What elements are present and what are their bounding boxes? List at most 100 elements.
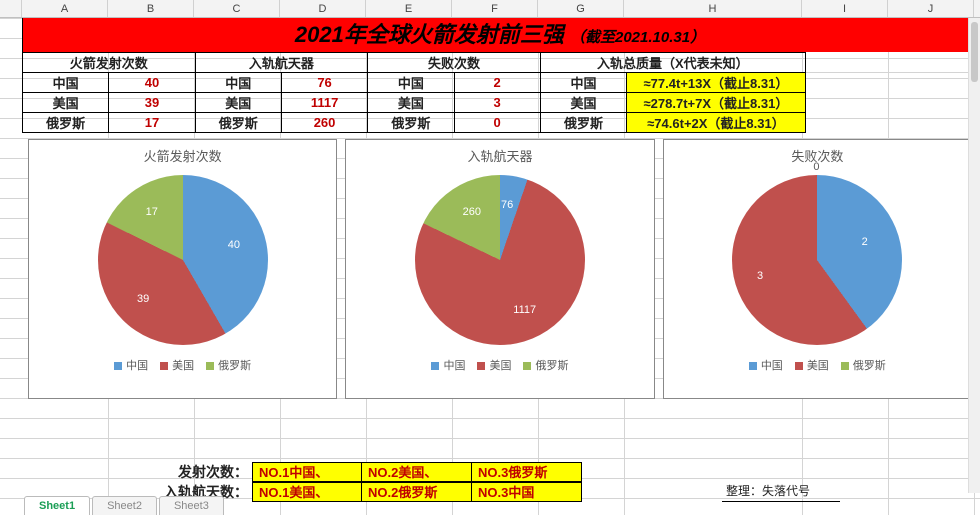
cell-failures[interactable]: 3 xyxy=(454,93,540,113)
cell-country[interactable]: 中国 xyxy=(23,73,109,93)
cell-payloads[interactable]: 76 xyxy=(281,73,367,93)
cell-country[interactable]: 美国 xyxy=(195,93,281,113)
sheet-tab-Sheet3[interactable]: Sheet3 xyxy=(159,496,224,515)
pie-chart: 230 xyxy=(732,175,902,345)
pie-label: 76 xyxy=(501,199,513,211)
col-header-G[interactable]: G xyxy=(538,0,624,17)
legend-swatch xyxy=(431,362,439,370)
hdr-failures[interactable]: 失败次数 xyxy=(368,53,541,73)
legend-swatch xyxy=(523,362,531,370)
cell-country[interactable]: 俄罗斯 xyxy=(23,113,109,133)
hdr-launches[interactable]: 火箭发射次数 xyxy=(23,53,196,73)
rank-item[interactable]: NO.2美国、 xyxy=(362,462,472,482)
pie xyxy=(732,175,902,345)
cell-launches[interactable]: 40 xyxy=(109,73,195,93)
header-row: 火箭发射次数 入轨航天器 失败次数 入轨总质量（X代表未知） xyxy=(23,53,979,73)
cell-launches[interactable]: 17 xyxy=(109,113,195,133)
chart-1: 入轨航天器761117260中国美国俄罗斯 xyxy=(345,139,654,399)
rank-item[interactable]: NO.3俄罗斯 xyxy=(472,462,582,482)
legend-swatch xyxy=(206,362,214,370)
chart-title: 火箭发射次数 xyxy=(144,146,222,165)
sheet-content: 2021年全球火箭发射前三强 （截至2021.10.31） 火箭发射次数 入轨航… xyxy=(22,18,980,515)
table-row: 美国39美国1117美国3美国≈278.7t+7X（截止8.31） xyxy=(23,93,979,113)
legend-item: 美国 xyxy=(795,357,829,373)
title-sub: （截至2021.10.31） xyxy=(570,29,705,46)
pie-label: 1117 xyxy=(513,304,536,316)
col-header-D[interactable]: D xyxy=(280,0,366,17)
cell-country[interactable]: 美国 xyxy=(540,93,626,113)
cell-payloads[interactable]: 260 xyxy=(281,113,367,133)
rank-item[interactable]: NO.3中国 xyxy=(472,482,582,502)
hdr-mass[interactable]: 入轨总质量（X代表未知） xyxy=(540,53,805,73)
rankings: 发射次数：NO.1中国、NO.2美国、NO.3俄罗斯入轨航天数：NO.1美国、N… xyxy=(162,462,582,502)
legend-item: 中国 xyxy=(114,357,148,373)
data-table: 火箭发射次数 入轨航天器 失败次数 入轨总质量（X代表未知） 中国40中国76中… xyxy=(22,52,978,133)
rank-item[interactable]: NO.1美国、 xyxy=(252,482,362,502)
legend-item: 俄罗斯 xyxy=(523,357,568,373)
title-main: 2021年全球火箭发射前三强 xyxy=(295,22,564,47)
col-header-E[interactable]: E xyxy=(366,0,452,17)
cell-failures[interactable]: 2 xyxy=(454,73,540,93)
legend-item: 美国 xyxy=(160,357,194,373)
cell-country[interactable]: 俄罗斯 xyxy=(195,113,281,133)
col-header-A[interactable]: A xyxy=(22,0,108,17)
legend-swatch xyxy=(477,362,485,370)
pie xyxy=(98,175,268,345)
col-header-J[interactable]: J xyxy=(888,0,974,17)
select-all-corner[interactable] xyxy=(0,0,22,17)
vertical-scrollbar[interactable] xyxy=(968,18,980,493)
legend-swatch xyxy=(749,362,757,370)
pie-chart: 76 1117 260 xyxy=(415,175,585,345)
cell-mass[interactable]: ≈278.7t+7X（截止8.31） xyxy=(627,93,806,113)
legend-item: 俄罗斯 xyxy=(841,357,886,373)
legend-item: 中国 xyxy=(431,357,465,373)
col-header-H[interactable]: H xyxy=(624,0,802,17)
cell-country[interactable]: 中国 xyxy=(195,73,281,93)
legend-swatch xyxy=(114,362,122,370)
pie-label: 2 xyxy=(862,236,868,248)
pie-label: 40 xyxy=(228,239,240,251)
title-bar: 2021年全球火箭发射前三强 （截至2021.10.31） xyxy=(22,18,978,52)
cell-country[interactable]: 中国 xyxy=(368,73,454,93)
cell-country[interactable]: 美国 xyxy=(23,93,109,113)
sheet-tab-Sheet2[interactable]: Sheet2 xyxy=(92,496,157,515)
col-header-C[interactable]: C xyxy=(194,0,280,17)
cell-country[interactable]: 俄罗斯 xyxy=(540,113,626,133)
rank-row: 发射次数：NO.1中国、NO.2美国、NO.3俄罗斯 xyxy=(162,462,582,482)
chart-legend: 中国美国俄罗斯 xyxy=(114,357,251,373)
cell-mass[interactable]: ≈74.6t+2X（截止8.31） xyxy=(627,113,806,133)
pie-label: 0 xyxy=(813,161,819,173)
chart-2: 失败次数230中国美国俄罗斯 xyxy=(663,139,972,399)
rank-row: 入轨航天数：NO.1美国、NO.2俄罗斯NO.3中国 xyxy=(162,482,582,502)
chart-legend: 中国美国俄罗斯 xyxy=(749,357,886,373)
cell-failures[interactable]: 0 xyxy=(454,113,540,133)
col-header-I[interactable]: I xyxy=(802,0,888,17)
chart-0: 火箭发射次数 403917 中国美国俄罗斯 xyxy=(28,139,337,399)
col-header-F[interactable]: F xyxy=(452,0,538,17)
cell-launches[interactable]: 39 xyxy=(109,93,195,113)
rank-item[interactable]: NO.2俄罗斯 xyxy=(362,482,472,502)
cell-country[interactable]: 美国 xyxy=(368,93,454,113)
rank-label: 发射次数： xyxy=(162,462,252,482)
cell-country[interactable]: 中国 xyxy=(540,73,626,93)
hdr-payloads[interactable]: 入轨航天器 xyxy=(195,53,368,73)
rank-item[interactable]: NO.1中国、 xyxy=(252,462,362,482)
col-header-B[interactable]: B xyxy=(108,0,194,17)
cell-country[interactable]: 俄罗斯 xyxy=(368,113,454,133)
chart-legend: 中国美国俄罗斯 xyxy=(431,357,568,373)
column-headers: ABCDEFGHIJ xyxy=(0,0,980,18)
legend-swatch xyxy=(841,362,849,370)
legend-item: 俄罗斯 xyxy=(206,357,251,373)
pie-label: 260 xyxy=(463,206,481,218)
legend-swatch xyxy=(160,362,168,370)
credit-label: 整理：失落代号 xyxy=(722,482,840,502)
table-row: 俄罗斯17俄罗斯260俄罗斯0俄罗斯≈74.6t+2X（截止8.31） xyxy=(23,113,979,133)
sheet-tab-Sheet1[interactable]: Sheet1 xyxy=(24,496,90,515)
cell-mass[interactable]: ≈77.4t+13X（截止8.31） xyxy=(627,73,806,93)
cell-payloads[interactable]: 1117 xyxy=(281,93,367,113)
pie-chart: 403917 xyxy=(98,175,268,345)
scroll-thumb[interactable] xyxy=(971,22,978,82)
charts-row: 火箭发射次数403917中国美国俄罗斯入轨航天器761117260中国美国俄罗斯… xyxy=(22,133,978,399)
legend-swatch xyxy=(795,362,803,370)
sheet-tabs: Sheet1Sheet2Sheet3 xyxy=(24,493,224,515)
